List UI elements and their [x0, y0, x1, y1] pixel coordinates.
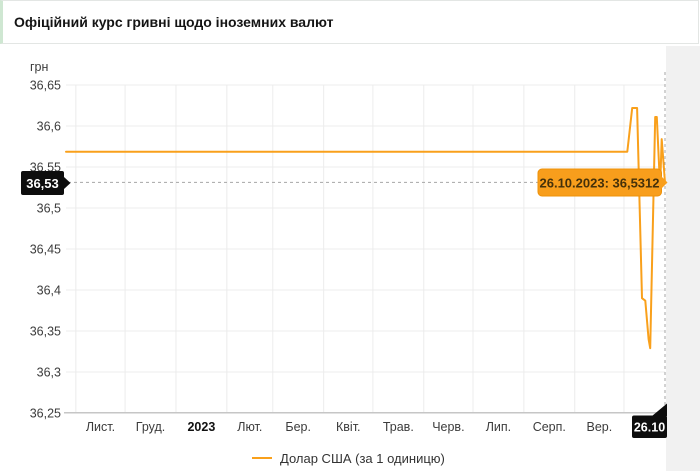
current-date-marker-label: 26.10 — [634, 421, 665, 435]
page-title: Офіційний курс гривні щодо іноземних вал… — [14, 14, 334, 30]
legend-label: Долар США (за 1 одиницю) — [280, 450, 445, 466]
x-tick-label: Лист. — [86, 420, 115, 434]
y-tick-label: 36,65 — [30, 78, 61, 92]
y-tick-label: 36,5 — [37, 201, 61, 215]
x-tick-label: Лют. — [237, 420, 262, 434]
tooltip-text: 26.10.2023: 36,5312 — [540, 176, 660, 191]
x-tick-label: 2023 — [187, 420, 215, 434]
y-tick-label: 36,3 — [37, 365, 61, 379]
current-value-marker — [21, 171, 64, 195]
y-tick-label: 36,4 — [37, 283, 61, 297]
x-tick-label: Лип. — [486, 420, 511, 434]
legend-line-swatch — [252, 457, 272, 459]
current-value-marker-arrow — [64, 177, 71, 189]
y-tick-label: 36,45 — [30, 242, 61, 256]
x-tick-label: Квіт. — [336, 420, 361, 434]
current-value-marker-label: 36,53 — [26, 176, 59, 191]
y-tick-label: 36,35 — [30, 324, 61, 338]
side-strip — [666, 46, 700, 471]
x-tick-label: Трав. — [383, 420, 414, 434]
y-tick-label: 36,55 — [30, 160, 61, 174]
current-date-marker — [632, 415, 667, 438]
x-tick-label: Груд. — [136, 420, 165, 434]
x-tick-label: Черв. — [432, 420, 464, 434]
x-tick-label: Бер. — [285, 420, 311, 434]
y-axis-unit-label: грн — [30, 60, 49, 74]
x-tick-label: Вер. — [586, 420, 612, 434]
y-tick-label: 36,6 — [37, 119, 61, 133]
tooltip-arrow — [660, 175, 668, 190]
x-tick-label: Серп. — [533, 420, 566, 434]
current-date-marker-arrow — [652, 403, 667, 416]
legend-item-usd[interactable]: Долар США (за 1 одиницю) — [252, 449, 445, 467]
header-card: Офіційний курс гривні щодо іноземних вал… — [0, 0, 699, 44]
y-tick-label: 36,25 — [30, 406, 61, 420]
